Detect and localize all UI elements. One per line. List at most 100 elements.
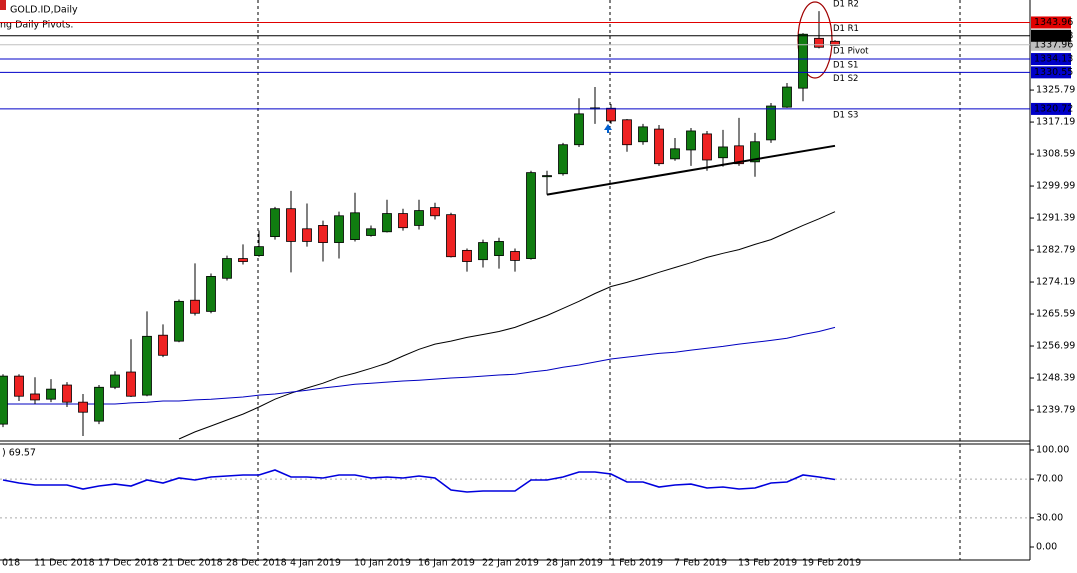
price-box-label: 1330.55 (1034, 67, 1073, 78)
candle-body (750, 141, 760, 163)
price-box (1031, 102, 1071, 115)
x-tick-label: 7 Feb 2019 (674, 558, 727, 569)
candle-body (366, 228, 376, 236)
line-series (2, 469, 836, 493)
y-tick-label: 70.00 (1036, 474, 1063, 485)
candle-body (462, 249, 472, 262)
y-tick-label: 1274.19 (1036, 277, 1075, 288)
y-tick-label: 1239.79 (1036, 405, 1075, 416)
price-box (1031, 29, 1071, 42)
candle-body (398, 213, 408, 229)
rsi-title: ) 69.57 (2, 448, 36, 459)
x-tick-label: 16 Jan 2019 (418, 558, 475, 569)
candle-body (686, 130, 696, 151)
y-tick-label: 1256.99 (1036, 341, 1075, 352)
candle-body (286, 208, 296, 242)
price-box-label: 1337.96 (1034, 39, 1073, 50)
candle-body (350, 212, 360, 240)
candle-body (718, 146, 728, 159)
candle-body (302, 228, 312, 242)
candle-body (830, 40, 840, 46)
chart-title: GOLD.ID,Daily (10, 5, 78, 16)
candle-body (0, 375, 8, 425)
y-tick-label: 1299.99 (1036, 181, 1075, 192)
candle-body (446, 214, 456, 258)
candle-body (30, 393, 40, 401)
candle-body (510, 251, 520, 261)
price-box-label: 1340.38 (1034, 30, 1073, 41)
candle-body (798, 33, 808, 89)
pivot-label: D1 Pivot (833, 46, 869, 56)
candle-body (670, 148, 680, 160)
candle-body (782, 86, 792, 108)
candle-body (622, 119, 632, 146)
x-tick-label: 10 Jan 2019 (354, 558, 411, 569)
x-tick-label: 018 (2, 558, 20, 569)
y-tick-label: 1291.39 (1036, 213, 1075, 224)
y-tick-label: 0.00 (1036, 542, 1057, 553)
pivot-label: D1 S1 (833, 61, 858, 71)
candle-body (94, 386, 104, 422)
price-box-label: 1320.72 (1034, 103, 1073, 114)
candle-body (62, 384, 72, 403)
price-box-label: 1334.13 (1034, 54, 1073, 65)
symbol-icon (0, 0, 6, 10)
y-tick-label: 1308.59 (1036, 149, 1075, 160)
candle-body (638, 126, 648, 143)
candle-body (494, 241, 504, 256)
y-tick-label: 100.00 (1036, 445, 1069, 456)
candle-body (606, 107, 616, 122)
x-tick-label: 19 Feb 2019 (802, 558, 861, 569)
annotation: D1 R2 (833, 0, 859, 10)
indicator-name: ng Daily Pivots. (0, 20, 73, 31)
x-tick-label: 28 Dec 2018 (226, 558, 287, 569)
candle-body (174, 300, 184, 342)
candle-body (14, 375, 24, 397)
x-tick-label: 17 Dec 2018 (98, 558, 159, 569)
line-series (178, 211, 836, 440)
candle-body (334, 215, 344, 243)
candle-body (254, 246, 264, 256)
candle-body (318, 225, 328, 243)
candle-body (558, 144, 568, 175)
candle-body (814, 37, 824, 48)
candle-body (190, 299, 200, 314)
candle-body (206, 276, 216, 312)
x-tick-label: 28 Jan 2019 (546, 558, 603, 569)
candle-body (414, 210, 424, 226)
candle-body (382, 213, 392, 233)
price-box (1031, 53, 1071, 66)
candle-body (542, 175, 552, 178)
arrow-marker (604, 124, 612, 133)
x-tick-label: 1 Feb 2019 (610, 558, 663, 569)
candle-body (766, 105, 776, 141)
candle-body (78, 401, 88, 413)
y-tick-label: 1248.39 (1036, 373, 1075, 384)
y-tick-label: 1265.59 (1036, 309, 1075, 320)
highlight-ellipse (797, 1, 833, 79)
x-tick-label: 4 Jan 2019 (290, 558, 341, 569)
price-box (1031, 38, 1071, 51)
price-box (1031, 16, 1071, 29)
candle-body (110, 374, 120, 388)
candle-body (222, 258, 232, 279)
candle-body (654, 128, 664, 165)
trendline (546, 144, 836, 196)
x-tick-label: 11 Dec 2018 (34, 558, 95, 569)
y-tick-label: 30.00 (1036, 512, 1063, 523)
candle-body (270, 208, 280, 238)
y-tick-label: 1282.79 (1036, 245, 1075, 256)
x-tick-label: 21 Dec 2018 (162, 558, 223, 569)
candle-body (142, 335, 152, 396)
candle-body (574, 113, 584, 146)
candle-body (46, 388, 56, 400)
pivot-label: D1 R1 (833, 24, 859, 34)
candle-body (702, 133, 712, 161)
price-box (1031, 66, 1071, 79)
candle-body (238, 258, 248, 262)
candle-body (126, 371, 136, 397)
price-box-label: 1343.96 (1034, 17, 1073, 28)
x-tick-label: 22 Jan 2019 (482, 558, 539, 569)
